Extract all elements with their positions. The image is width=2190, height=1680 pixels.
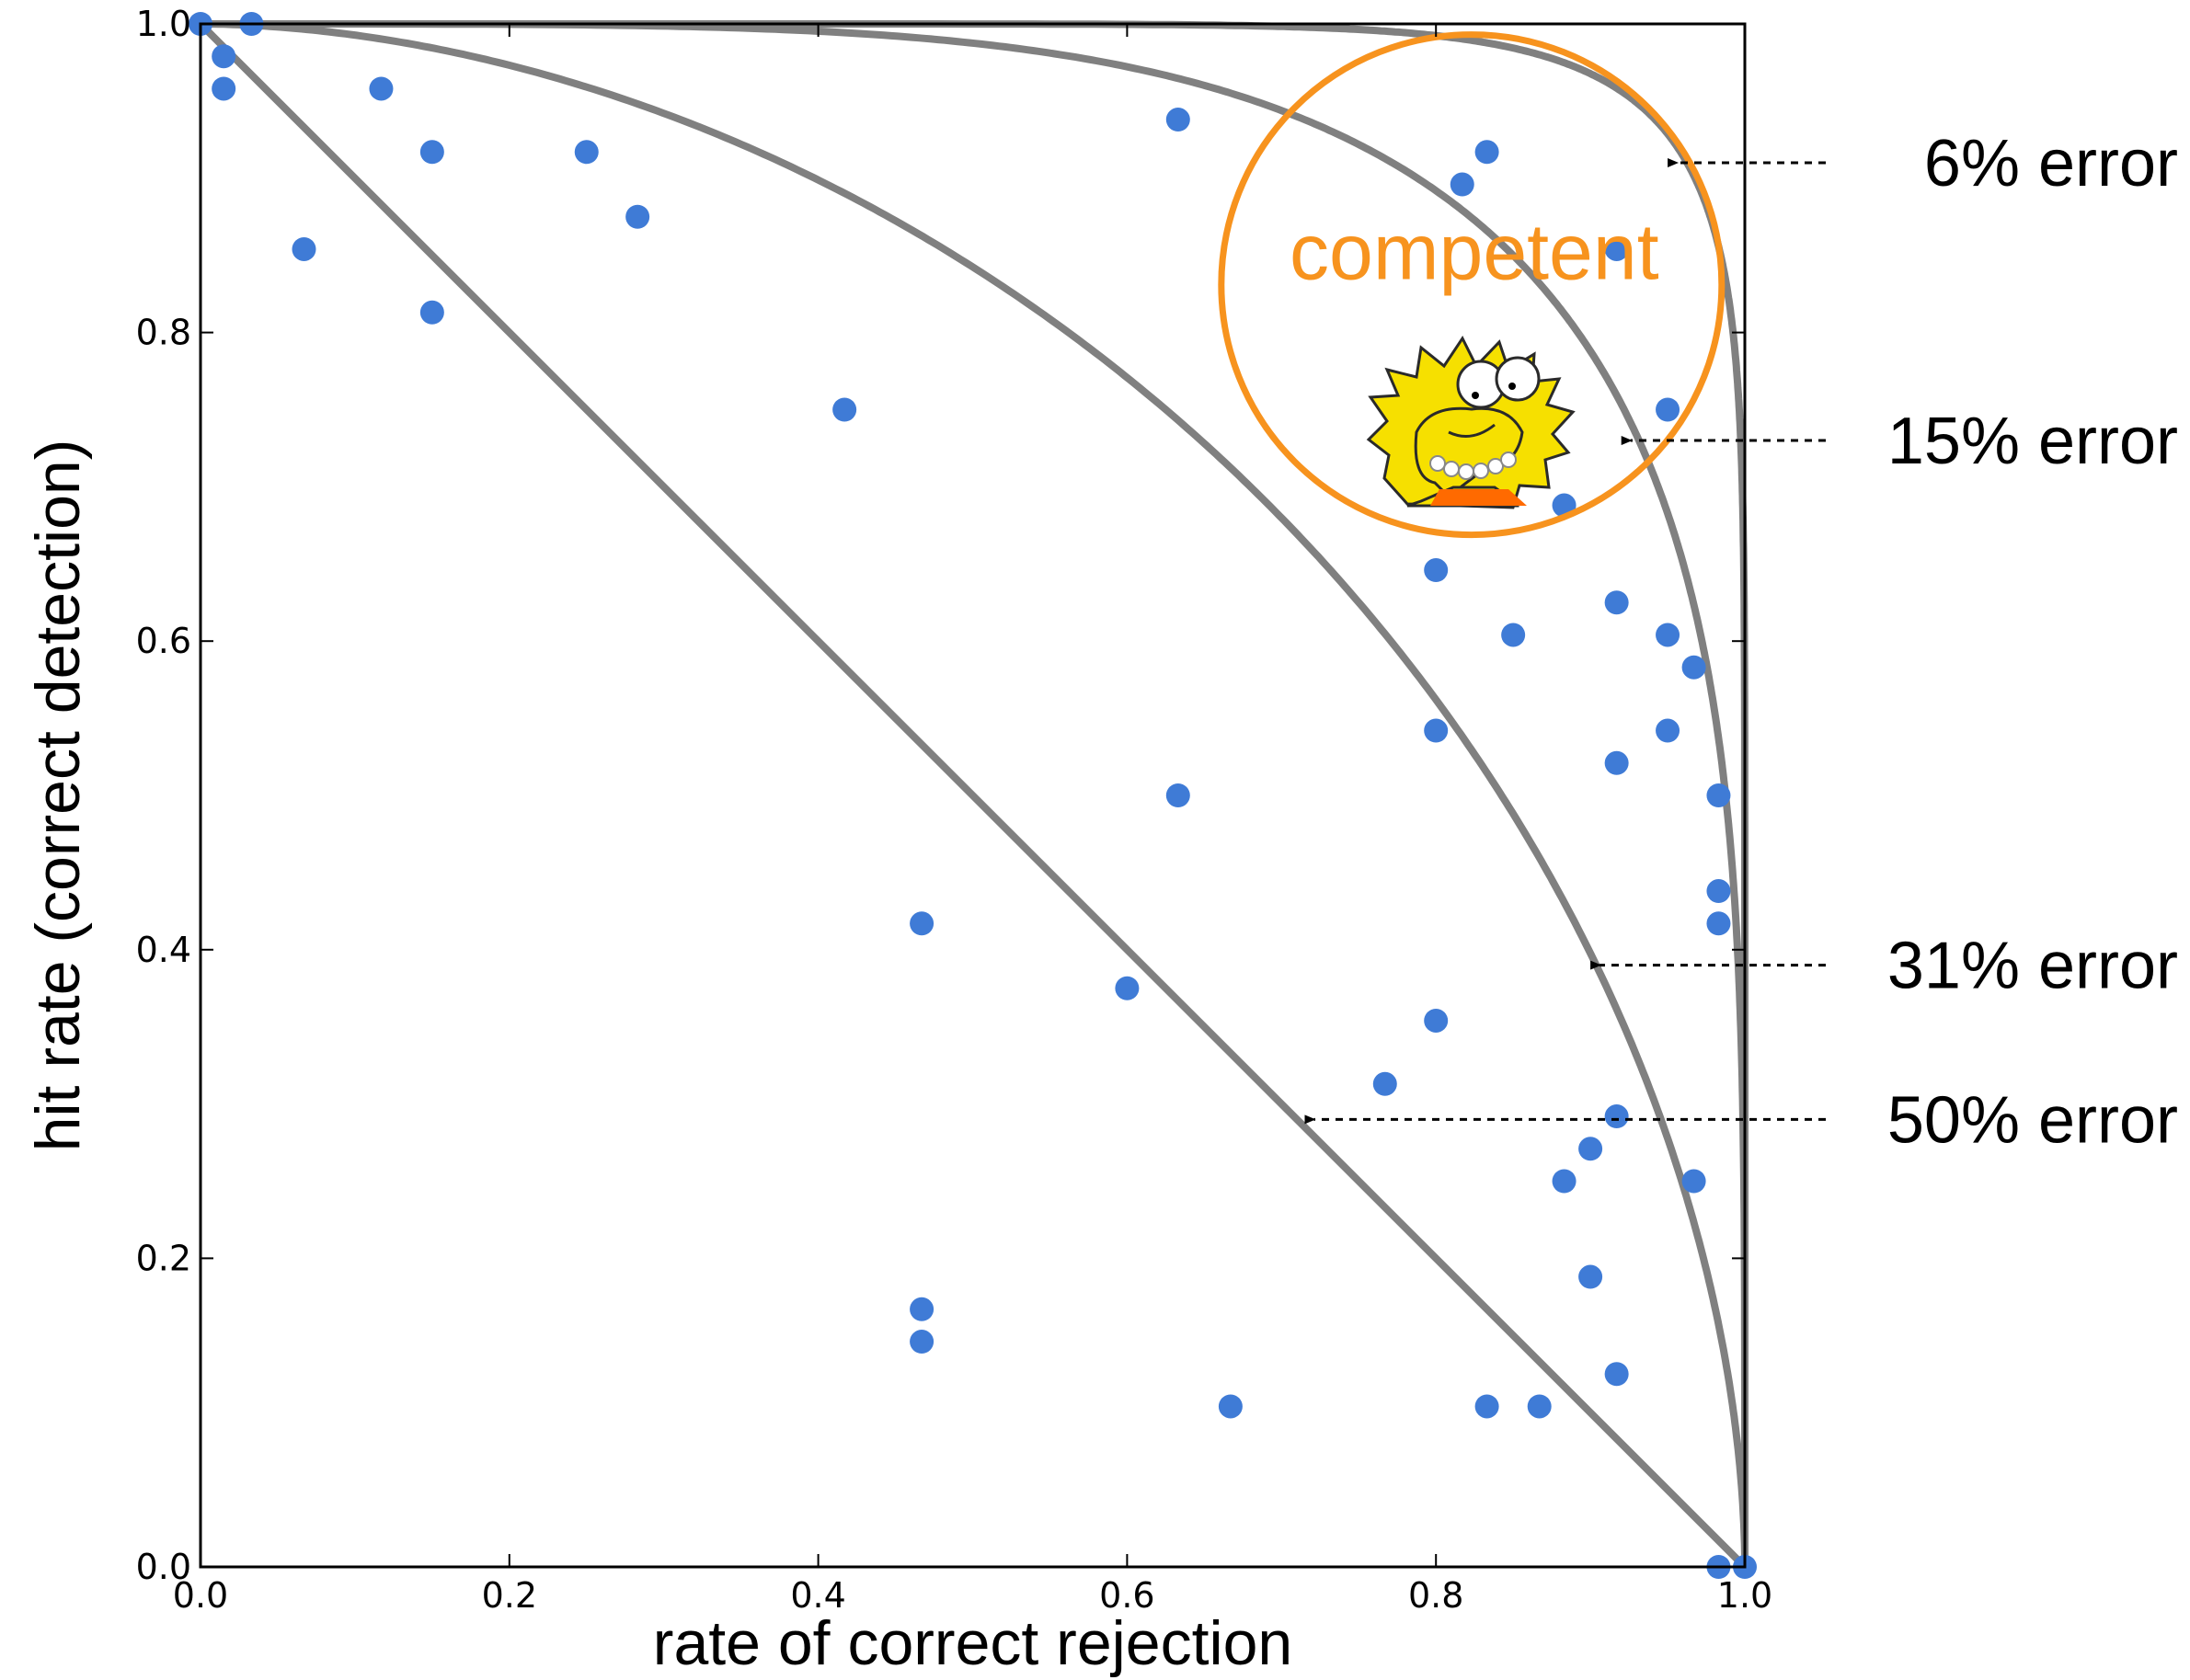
data-point bbox=[1604, 236, 1629, 261]
character-avatar-icon bbox=[1366, 336, 1576, 509]
data-point bbox=[1604, 1362, 1629, 1387]
points-layer bbox=[189, 12, 1757, 1579]
competent-region-label: competent bbox=[1290, 209, 1659, 297]
annotation-label: 31% error bbox=[1887, 930, 2178, 1003]
x-ticks: 0.0 0.2 0.4 0.6 0.8 1.0 bbox=[173, 24, 1772, 1616]
y-tick-label: 0.4 bbox=[136, 930, 191, 970]
data-point bbox=[1501, 623, 1526, 647]
data-point bbox=[910, 1330, 934, 1354]
data-point bbox=[419, 140, 444, 165]
data-point bbox=[574, 140, 599, 165]
plot-frame bbox=[199, 22, 1747, 1569]
y-tick-label: 0.6 bbox=[136, 621, 191, 661]
y-axis-label: hit rate (correct detection) bbox=[23, 440, 93, 1152]
data-point bbox=[832, 397, 857, 422]
iso-error-curve-6 bbox=[197, 20, 1749, 1569]
data-point bbox=[1706, 783, 1731, 807]
data-point bbox=[1218, 1394, 1243, 1419]
data-point bbox=[1165, 108, 1190, 132]
data-point bbox=[1165, 783, 1190, 807]
data-point bbox=[1604, 590, 1629, 615]
axes-layer: 0.0 0.2 0.4 0.6 0.8 1.0 0.0 0.2 0.4 0.6 0.8 1.0 ra… bbox=[23, 4, 1772, 1678]
y-tick-label: 0.2 bbox=[136, 1238, 191, 1278]
x-tick-label: 0.2 bbox=[482, 1575, 537, 1616]
data-point bbox=[1527, 1394, 1552, 1419]
data-point bbox=[1706, 879, 1731, 904]
x-tick-label: 0.6 bbox=[1099, 1575, 1154, 1616]
data-point bbox=[1578, 1137, 1603, 1161]
iso-error-curve-50 bbox=[197, 20, 1749, 1571]
curves-layer bbox=[197, 20, 1749, 1571]
data-point bbox=[369, 76, 394, 101]
data-point bbox=[1604, 1104, 1629, 1129]
annotation-label: 50% error bbox=[1887, 1083, 2178, 1157]
data-point bbox=[1681, 1169, 1706, 1194]
x-tick-label: 0.0 bbox=[173, 1575, 228, 1616]
x-tick-label: 1.0 bbox=[1717, 1575, 1772, 1616]
data-point bbox=[1656, 623, 1680, 647]
x-axis-label: rate of correct rejection bbox=[653, 1608, 1292, 1678]
data-point bbox=[625, 204, 650, 229]
data-point bbox=[1681, 655, 1706, 680]
data-point bbox=[1604, 750, 1629, 775]
data-point bbox=[1115, 976, 1140, 1000]
y-tick-label: 0.0 bbox=[136, 1547, 191, 1587]
highlight-layer: competent bbox=[1218, 31, 1726, 539]
data-point bbox=[1474, 140, 1499, 165]
data-point bbox=[1578, 1264, 1603, 1289]
annotation-label: 6% error bbox=[1924, 127, 2178, 200]
competent-region-circle bbox=[1218, 31, 1726, 539]
x-tick-label: 0.4 bbox=[790, 1575, 845, 1616]
data-point bbox=[1656, 397, 1680, 422]
data-point bbox=[1706, 911, 1731, 936]
y-ticks: 0.0 0.2 0.4 0.6 0.8 1.0 bbox=[136, 4, 1745, 1587]
data-point bbox=[1656, 718, 1680, 743]
data-point bbox=[910, 1297, 934, 1321]
y-tick-label: 1.0 bbox=[136, 4, 191, 44]
x-tick-label: 0.8 bbox=[1408, 1575, 1463, 1616]
data-point bbox=[1424, 1008, 1449, 1033]
iso-error-curve-15 bbox=[197, 20, 1749, 1571]
data-point bbox=[1372, 1071, 1397, 1096]
data-point bbox=[212, 76, 236, 101]
y-tick-label: 0.8 bbox=[136, 313, 191, 353]
data-point bbox=[1450, 172, 1474, 197]
data-point bbox=[1424, 718, 1449, 743]
data-point bbox=[1474, 1394, 1499, 1419]
data-point bbox=[419, 300, 444, 325]
iso-error-curve-31 bbox=[197, 20, 1749, 1571]
annotations-layer: 6% error 15% error 31% error 50% error bbox=[1304, 127, 2178, 1157]
data-point bbox=[1424, 558, 1449, 583]
data-point bbox=[292, 236, 316, 261]
data-point bbox=[212, 44, 236, 69]
annotation-label: 15% error bbox=[1887, 405, 2178, 478]
data-point bbox=[910, 911, 934, 936]
data-point bbox=[1552, 1169, 1577, 1194]
